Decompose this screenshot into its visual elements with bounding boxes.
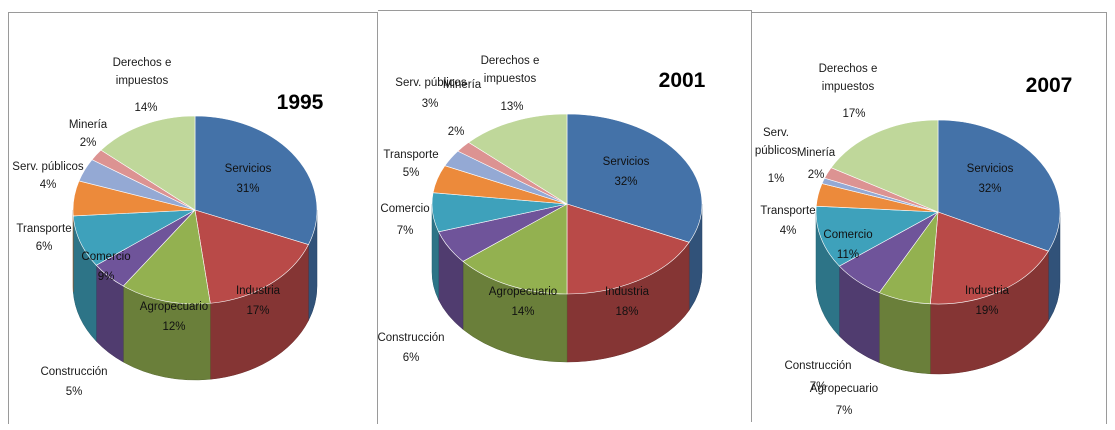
slice-value-serv-publicos: 1% — [768, 173, 785, 185]
slice-industria — [930, 211, 1049, 305]
slice-industria — [566, 203, 690, 295]
pie-top — [72, 115, 318, 305]
panel-border — [8, 12, 9, 424]
slice-label-agropecuario: Agropecuario — [140, 301, 208, 313]
pie-svg: 1995 Servicios 31% Industria 17% Agropecuario… — [12, 57, 324, 398]
slice-value-construccion: 7% — [810, 381, 827, 393]
slice-value-construccion: 5% — [66, 386, 83, 398]
slice-label-derechos-e-impuestos: impuestos — [822, 81, 875, 93]
slice-servicios — [937, 119, 1061, 252]
slice-value-industria: 17% — [246, 305, 269, 317]
pie-svg: 2001 Servicios 32% Industria 18% Agropecuario… — [377, 55, 706, 364]
slice-agropecuario — [122, 209, 211, 305]
slice-label-transporte: Transporte — [16, 223, 71, 235]
slice-label-derechos-e-impuestos: impuestos — [484, 73, 537, 85]
slice-derechos-e-impuestos — [830, 119, 939, 213]
slice-label-industria: Industria — [605, 286, 650, 298]
chart-title: 1995 — [277, 91, 324, 114]
panel-border — [751, 10, 752, 422]
slice-value-industria: 19% — [975, 305, 998, 317]
chart-title: 2001 — [659, 69, 706, 92]
pie-chart-2007: 2007 Servicios 32% Industria 19% Agropecuario… — [752, 12, 1107, 424]
slice-value-transporte: 5% — [403, 167, 420, 179]
slice-value-agropecuario: 14% — [511, 306, 534, 318]
slice-agropecuario — [462, 203, 568, 295]
slice-value-serv-publicos: 4% — [40, 179, 57, 191]
panel-border — [377, 12, 378, 424]
slice-value-derechos-e-impuestos: 13% — [500, 101, 523, 113]
slice-label-mineria: Minería — [443, 79, 482, 91]
slice-label-derechos-e-impuestos: Derechos e — [819, 63, 878, 75]
panel-border — [378, 10, 752, 11]
slice-label-derechos-e-impuestos: Derechos e — [113, 57, 172, 69]
slice-label-servicios: Servicios — [225, 163, 272, 175]
slice-label-serv-publicos: Serv. — [763, 127, 789, 139]
slice-label-transporte: Transporte — [383, 149, 438, 161]
slice-label-servicios: Servicios — [967, 163, 1014, 175]
slice-value-servicios: 32% — [978, 183, 1001, 195]
slice-label-agropecuario: Agropecuario — [489, 286, 557, 298]
slice-label-serv-publicos: Serv. públicos — [395, 77, 467, 89]
slice-value-servicios: 32% — [614, 176, 637, 188]
slice-label-comercio: Comercio — [81, 251, 130, 263]
chart-title: 2007 — [1026, 74, 1073, 97]
pie-top — [815, 119, 1061, 305]
slice-label-servicios: Servicios — [603, 156, 650, 168]
pie-chart-1995: 1995 Servicios 31% Industria 17% Agropecuario… — [8, 12, 378, 424]
slice-derechos-e-impuestos — [468, 113, 568, 205]
slice-value-mineria: 2% — [80, 137, 97, 149]
slice-value-derechos-e-impuestos: 17% — [842, 108, 865, 120]
slice-label-industria: Industria — [965, 285, 1010, 297]
slice-value-construccion: 6% — [403, 352, 420, 364]
slice-label-derechos-e-impuestos: impuestos — [116, 75, 169, 87]
pie-svg: 2007 Servicios 32% Industria 19% Agropecuario… — [755, 63, 1073, 417]
slice-servicios — [566, 113, 703, 243]
slice-industria — [194, 209, 309, 304]
slice-derechos-e-impuestos — [100, 115, 196, 211]
slice-label-construccion: Construcción — [40, 366, 107, 378]
slice-value-mineria: 2% — [448, 126, 465, 138]
slice-value-transporte: 6% — [36, 241, 53, 253]
slice-label-comercio: Comercio — [823, 229, 872, 241]
slice-label-agropecuario: Agropecuario — [810, 383, 878, 395]
slice-label-serv-publicos: Serv. públicos — [12, 161, 84, 173]
slice-value-industria: 18% — [615, 306, 638, 318]
slice-label-construccion: Construcción — [377, 332, 444, 344]
pie-chart-2001: 2001 Servicios 32% Industria 18% Agropecuario… — [377, 10, 752, 422]
panel-border — [8, 12, 378, 13]
slice-label-comercio: Comercio — [380, 203, 429, 215]
slice-servicios — [194, 115, 318, 245]
slice-value-transporte: 4% — [780, 225, 797, 237]
slice-label-mineria: Minería — [69, 119, 108, 131]
slice-label-transporte: Transporte — [760, 205, 815, 217]
panel-border — [752, 12, 1107, 13]
pie-top — [431, 113, 703, 295]
slice-value-comercio: 11% — [837, 249, 859, 261]
slice-value-comercio: 9% — [98, 271, 115, 283]
slice-label-mineria: Minería — [797, 147, 836, 159]
slice-value-agropecuario: 7% — [836, 405, 853, 417]
slice-label-serv-publicos: públicos — [755, 145, 797, 157]
slice-comercio — [815, 205, 940, 267]
slice-label-derechos-e-impuestos: Derechos e — [481, 55, 540, 67]
pie-sides — [815, 211, 1061, 375]
panel-border — [1106, 12, 1107, 424]
slice-value-agropecuario: 12% — [162, 321, 185, 333]
slice-value-mineria: 2% — [808, 169, 825, 181]
slice-value-serv-publicos: 3% — [422, 98, 439, 110]
slice-label-industria: Industria — [236, 285, 281, 297]
slice-value-servicios: 31% — [236, 183, 259, 195]
slice-label-construccion: Construcción — [784, 360, 851, 372]
slice-side-agropecuario — [878, 292, 931, 375]
pie-sides — [431, 203, 703, 363]
slice-value-derechos-e-impuestos: 14% — [134, 102, 157, 114]
slice-value-comercio: 7% — [397, 225, 414, 237]
